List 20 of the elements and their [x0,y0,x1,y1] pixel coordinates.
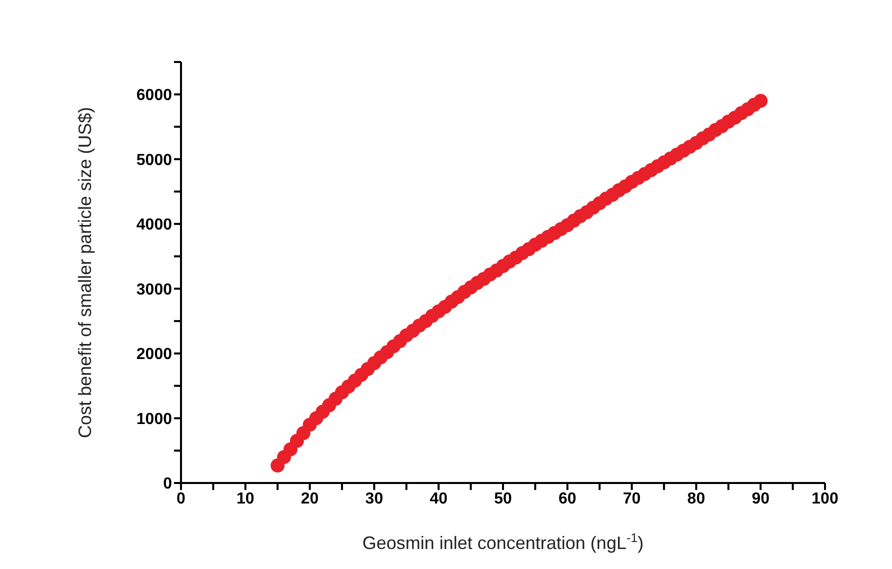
y-axis-title: Cost benefit of smaller particle size (US$) [75,106,95,438]
y-tick-label: 0 [163,476,172,493]
y-tick-label: 3000 [136,281,172,298]
x-axis-title: Geosmin inlet concentration (ngL$^{-1}$) [362,531,644,553]
x-tick-label: 30 [365,490,384,508]
x-tick-label: 90 [752,490,770,508]
x-tick-label: 100 [812,490,838,508]
y-tick-label: 4000 [136,216,172,234]
x-tick-label: 70 [622,490,641,508]
y-tick-label: 6000 [136,87,172,104]
x-tick-label: 10 [236,490,254,508]
y-tick-label: 2000 [136,346,172,364]
x-tick-label: 80 [687,490,706,508]
x-tick-label: 0 [176,490,186,508]
x-tick-label: 50 [494,490,512,508]
y-tick-label: 1000 [136,410,172,428]
x-tick-label: 20 [300,490,319,508]
x-tick-label: 60 [558,490,576,508]
x-tick-label: 40 [430,490,448,508]
y-tick-label: 5000 [136,152,172,169]
